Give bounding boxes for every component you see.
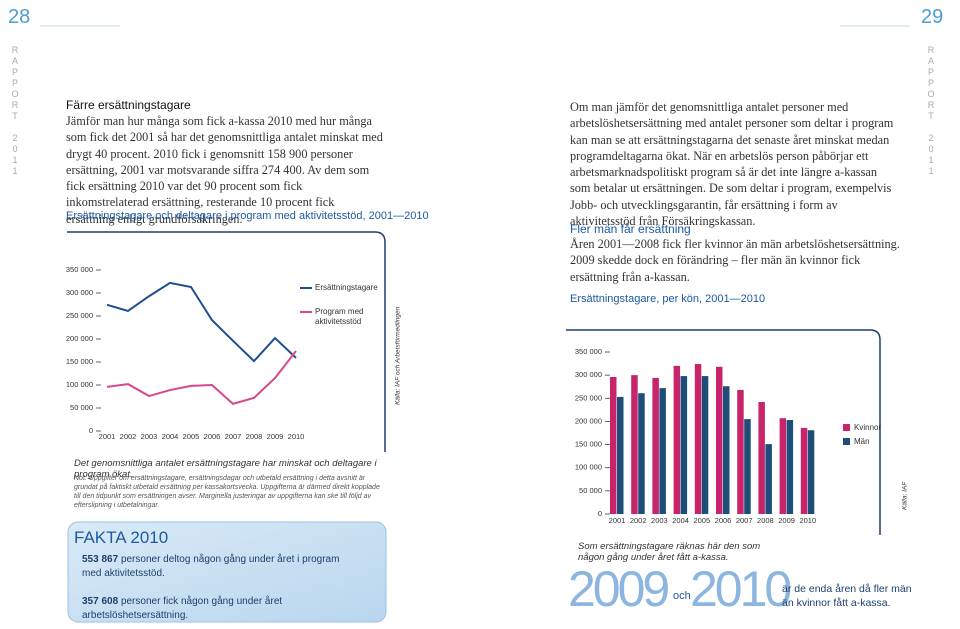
legend-label: Ersättningstagare	[315, 283, 378, 292]
y-tick-label: 0	[89, 426, 93, 435]
bar	[638, 393, 645, 514]
legend-label: Program med aktivitetsstöd	[315, 307, 364, 326]
bar	[652, 377, 659, 514]
fakta-text: personer fick någon gång under året arbe…	[82, 596, 283, 621]
y-tick-label: 100 000	[575, 463, 602, 472]
source: Källa: IAF	[902, 481, 909, 510]
bar	[800, 427, 808, 514]
fakta-title: FAKTA 2010	[74, 528, 169, 547]
x-tick-label: 2010	[799, 516, 816, 525]
y-tick-label: 250 000	[66, 311, 93, 320]
paragraph: Om man jämför det genomsnittliga antalet…	[570, 100, 894, 229]
y-tick-label: 150 000	[575, 440, 602, 449]
legend-swatch	[843, 424, 850, 431]
bar	[737, 389, 744, 514]
y-tick-label: 50 000	[70, 403, 93, 412]
x-tick-label: 2004	[162, 432, 179, 441]
page-number: 28	[8, 6, 31, 28]
series-line	[106, 350, 297, 405]
fakta-number: 357 608	[82, 596, 119, 607]
highlight-text: är de enda åren då fler män än kvinnor f…	[782, 583, 912, 609]
chart-title: Ersättningstagare, per kön, 2001—2010	[570, 293, 766, 305]
highlight-joiner: och	[673, 590, 691, 602]
x-tick-label: 2007	[225, 432, 242, 441]
heading: Färre ersättningstagare	[66, 98, 191, 112]
x-tick-label: 2009	[778, 516, 795, 525]
y-tick-label: 50 000	[579, 486, 602, 495]
y-tick-label: 350 000	[66, 265, 93, 274]
x-tick-label: 2005	[693, 516, 710, 525]
x-tick-label: 2009	[267, 432, 284, 441]
bar	[758, 401, 765, 514]
caption: Som ersättningstagare räknas här den som…	[578, 541, 761, 563]
x-tick-label: 2003	[141, 432, 158, 441]
fakta-item: 553 867 personer deltog någon gång under…	[82, 553, 342, 581]
chart-frame	[67, 231, 386, 452]
x-tick-label: 2002	[120, 432, 137, 441]
y-tick-label: 300 000	[66, 288, 93, 297]
bar	[807, 430, 815, 514]
chart-frame	[566, 329, 881, 535]
note: Not: Uppgifter om ersättningstagare, ers…	[74, 475, 380, 509]
x-tick-label: 2001	[609, 516, 626, 525]
bar	[617, 396, 624, 514]
page-number: 29	[921, 6, 944, 28]
x-tick-label: 2007	[736, 516, 753, 525]
x-tick-label: 2006	[204, 432, 221, 441]
chart-title: Ersättningstagare och deltagare i progra…	[66, 210, 429, 222]
legend-label: Män	[854, 437, 870, 446]
y-tick-label: 250 000	[575, 393, 602, 402]
bar	[694, 364, 702, 514]
x-tick-label: 2006	[715, 516, 732, 525]
paragraph: Åren 2001—2008 fick fler kvinnor än män …	[570, 237, 900, 284]
paragraph: Jämför man hur många som fick a-kassa 20…	[66, 114, 383, 226]
fakta-box	[67, 521, 387, 623]
x-tick-label: 2008	[757, 516, 774, 525]
x-tick-label: 2004	[672, 516, 689, 525]
bar	[659, 388, 666, 514]
y-tick-label: 100 000	[66, 380, 93, 389]
bar	[631, 375, 638, 514]
legend-swatch	[843, 438, 850, 445]
x-tick-label: 2002	[630, 516, 647, 525]
legend-label: Kvinnor	[854, 423, 882, 432]
x-tick-label: 2010	[288, 432, 305, 441]
bar	[779, 418, 787, 514]
side-label: RAPPORT 2011	[10, 45, 20, 177]
series-line	[106, 281, 297, 363]
y-tick-label: 300 000	[575, 370, 602, 379]
bar	[716, 366, 723, 514]
fakta-text: personer deltog någon gång under året i …	[82, 554, 340, 579]
fakta-number: 553 867	[82, 554, 119, 565]
y-tick-label: 350 000	[575, 347, 602, 356]
y-tick-label: 200 000	[575, 416, 602, 425]
bar	[723, 386, 730, 514]
y-tick-label: 0	[598, 509, 602, 518]
x-tick-label: 2003	[651, 516, 668, 525]
bar	[610, 376, 617, 514]
bar	[786, 420, 794, 514]
bar	[673, 365, 681, 514]
x-tick-label: 2001	[99, 432, 116, 441]
caption: Det genomsnittliga antalet ersättningsta…	[74, 458, 377, 480]
bar	[765, 444, 772, 514]
bar	[680, 376, 688, 514]
bar	[701, 376, 709, 514]
bar	[744, 419, 751, 514]
highlight-year: 2009	[568, 561, 670, 617]
x-tick-label: 2005	[183, 432, 200, 441]
side-label: RAPPORT 2011	[926, 45, 936, 177]
y-tick-label: 150 000	[66, 357, 93, 366]
y-tick-label: 200 000	[66, 334, 93, 343]
heading: Fler män får ersättning	[570, 222, 691, 236]
x-tick-label: 2008	[246, 432, 263, 441]
fakta-item: 357 608 personer fick någon gång under å…	[82, 595, 382, 623]
highlight-year: 2010	[690, 561, 792, 617]
source: Källa: IAF och Arbetsförmedlingen	[395, 306, 402, 405]
